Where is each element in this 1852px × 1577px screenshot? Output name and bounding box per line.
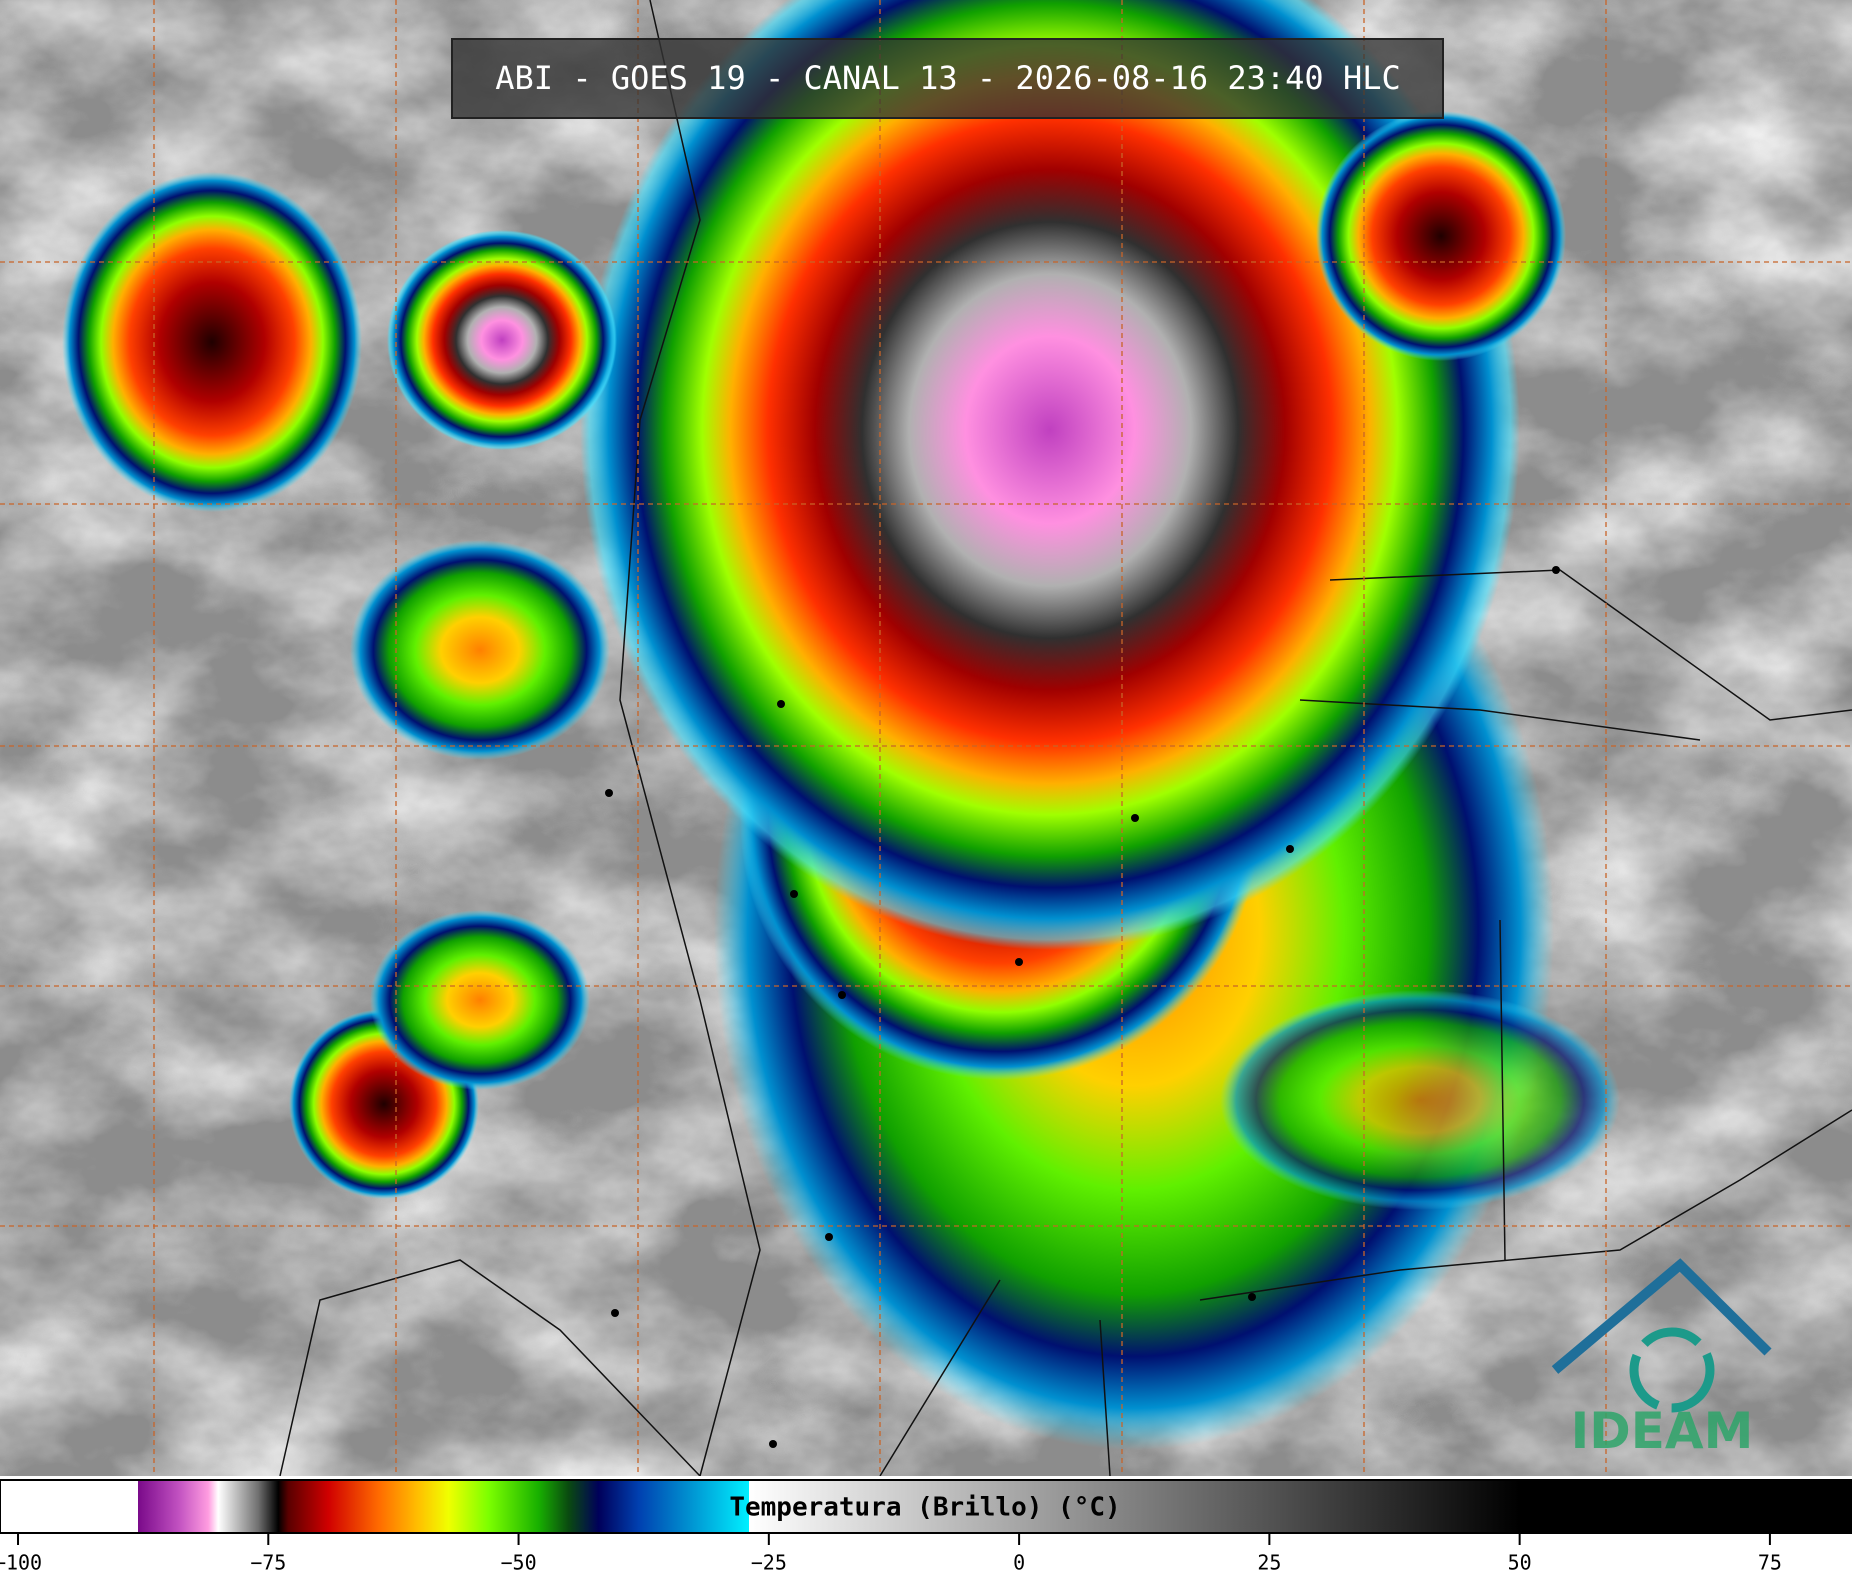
border-line: [619, 0, 761, 1477]
border-line: [1329, 569, 1852, 721]
storm-cluster: [350, 540, 610, 760]
city: [1286, 845, 1294, 853]
city: [611, 1309, 619, 1317]
colorbar: Temperatura (Brillo) (°C) −100 −75 −50 −25 0…: [0, 1476, 1852, 1577]
colorbar-tick-label: −50: [500, 1551, 536, 1575]
city: [838, 991, 846, 999]
colorbar-label: Temperatura (Brillo) (°C): [729, 1493, 1120, 1523]
border-line: [279, 1259, 701, 1477]
satellite-image: [0, 0, 1852, 1477]
border-line: [1099, 1319, 1111, 1477]
logo-text: IDEAM: [1571, 1402, 1754, 1460]
cities: [605, 566, 1560, 1448]
city: [825, 1233, 833, 1241]
logo: IDEAM: [1551, 1258, 1772, 1460]
storm-northeast: [1316, 111, 1566, 361]
city: [605, 789, 613, 797]
city: [1015, 958, 1023, 966]
colorbar-tick-label: 25: [1257, 1551, 1281, 1575]
border-line: [1299, 699, 1701, 741]
colorbar-tick-label: −100: [0, 1551, 42, 1575]
borders: [279, 0, 1852, 1477]
colorbar-tick-label: 75: [1758, 1551, 1782, 1575]
logo-roof: [1551, 1258, 1772, 1374]
storm-west: [62, 172, 362, 512]
title: ABI - GOES 19 - CANAL 13 - 2026-08-16 23…: [495, 59, 1400, 97]
logo-swirl: [1629, 1327, 1715, 1413]
city: [1552, 566, 1560, 574]
colorbar-tick-label: 50: [1508, 1551, 1532, 1575]
colorbar-tick-label: −25: [751, 1551, 787, 1575]
city: [769, 1440, 777, 1448]
title-box: [451, 38, 1444, 119]
colorbar-tick-label: −75: [250, 1551, 286, 1575]
storm-pink: [387, 230, 617, 450]
storm-east: [1220, 990, 1620, 1210]
graticule: [0, 0, 1852, 1476]
storm-main: [580, 0, 1520, 950]
city: [790, 890, 798, 898]
city: [777, 700, 785, 708]
colorbar-tick-label: 0: [1013, 1551, 1025, 1575]
border-line: [1199, 1109, 1852, 1301]
border-line: [1499, 919, 1506, 1261]
city: [1131, 814, 1139, 822]
border-line: [879, 1279, 1001, 1477]
storm-cluster: [370, 910, 590, 1090]
colorbar-gradient: [0, 1479, 1852, 1534]
city: [1248, 1293, 1256, 1301]
